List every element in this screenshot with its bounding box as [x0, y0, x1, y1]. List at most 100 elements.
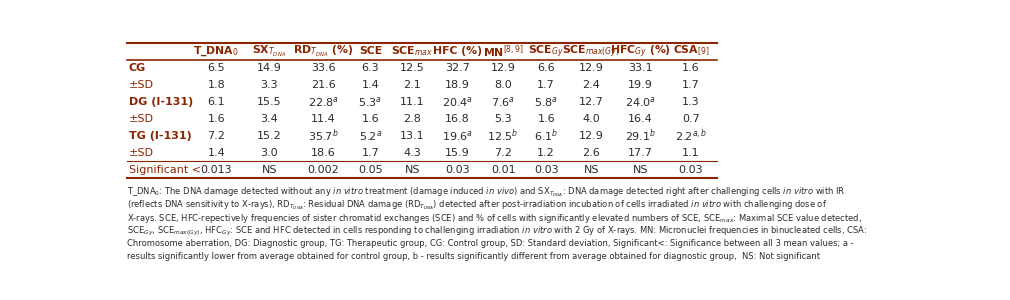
Text: 0.03: 0.03: [679, 165, 703, 175]
Text: SCE$_{max}$: SCE$_{max}$: [391, 44, 433, 58]
Text: 5.8$^a$: 5.8$^a$: [534, 95, 559, 109]
Text: 1.3: 1.3: [682, 97, 700, 107]
Text: 15.5: 15.5: [258, 97, 282, 107]
Text: SCE$_{max(Gy)}$: SCE$_{max(Gy)}$: [563, 43, 620, 60]
Text: 5.2$^a$: 5.2$^a$: [359, 129, 382, 143]
Text: 17.7: 17.7: [627, 148, 652, 158]
Text: NS: NS: [632, 165, 647, 175]
Text: X-rays. SCE, HFC-repectively frequencies of sister chromatid exchanges (SCE) and: X-rays. SCE, HFC-repectively frequencies…: [127, 212, 862, 225]
Text: 2.8: 2.8: [403, 114, 421, 124]
Text: RD$_{T_{DNA}}$ (%): RD$_{T_{DNA}}$ (%): [294, 44, 353, 59]
Text: 0.7: 0.7: [682, 114, 700, 124]
Text: 2.6: 2.6: [583, 148, 600, 158]
Text: 11.1: 11.1: [400, 97, 424, 107]
Text: 12.5: 12.5: [400, 63, 425, 73]
Text: 7.6$^a$: 7.6$^a$: [491, 95, 515, 109]
Text: CG: CG: [128, 63, 145, 73]
Text: TG (I-131): TG (I-131): [128, 131, 191, 141]
Text: 12.7: 12.7: [579, 97, 604, 107]
Text: 33.6: 33.6: [311, 63, 335, 73]
Text: 1.2: 1.2: [537, 148, 556, 158]
Text: NS: NS: [405, 165, 420, 175]
Text: ±SD: ±SD: [128, 148, 154, 158]
Text: MN$^{[8,9]}$: MN$^{[8,9]}$: [483, 43, 523, 60]
Text: 7.2: 7.2: [494, 148, 512, 158]
Text: (reflects DNA sensitivity to X-rays), RD$_{T_{DNA}}$: Residual DNA damage (RD$_{: (reflects DNA sensitivity to X-rays), RD…: [127, 198, 827, 212]
Text: 1.7: 1.7: [362, 148, 380, 158]
Text: 13.1: 13.1: [400, 131, 424, 141]
Text: 1.7: 1.7: [537, 80, 556, 90]
Text: 1.8: 1.8: [207, 80, 225, 90]
Text: 0.002: 0.002: [308, 165, 339, 175]
Text: SCE: SCE: [359, 46, 382, 56]
Text: 0.03: 0.03: [534, 165, 559, 175]
Text: DG (I-131): DG (I-131): [128, 97, 193, 107]
Text: ±SD: ±SD: [128, 80, 154, 90]
Text: 4.3: 4.3: [403, 148, 421, 158]
Text: 2.4: 2.4: [583, 80, 600, 90]
Text: 12.9: 12.9: [579, 131, 604, 141]
Text: ±SD: ±SD: [128, 114, 154, 124]
Text: 1.6: 1.6: [682, 63, 700, 73]
Text: 16.8: 16.8: [445, 114, 470, 124]
Text: 11.4: 11.4: [311, 114, 336, 124]
Text: 1.4: 1.4: [207, 148, 225, 158]
Text: 22.8$^a$: 22.8$^a$: [308, 95, 339, 109]
Text: 0.013: 0.013: [200, 165, 232, 175]
Text: 1.6: 1.6: [537, 114, 556, 124]
Text: 15.2: 15.2: [258, 131, 282, 141]
Text: 12.9: 12.9: [579, 63, 604, 73]
Text: 7.2: 7.2: [207, 131, 225, 141]
Text: 19.9: 19.9: [627, 80, 652, 90]
Text: 6.1: 6.1: [207, 97, 225, 107]
Text: 19.6$^a$: 19.6$^a$: [441, 129, 473, 143]
Text: HFC$_{Gy}$ (%): HFC$_{Gy}$ (%): [610, 43, 671, 60]
Text: 3.4: 3.4: [261, 114, 279, 124]
Text: 1.6: 1.6: [362, 114, 380, 124]
Text: 6.1$^b$: 6.1$^b$: [534, 128, 559, 144]
Text: 2.2$^{a,b}$: 2.2$^{a,b}$: [675, 128, 707, 144]
Text: 0.01: 0.01: [491, 165, 515, 175]
Text: HFC (%): HFC (%): [433, 46, 482, 56]
Text: 0.05: 0.05: [359, 165, 383, 175]
Text: 24.0$^a$: 24.0$^a$: [624, 95, 655, 109]
Text: 6.6: 6.6: [537, 63, 556, 73]
Text: 33.1: 33.1: [628, 63, 652, 73]
Text: T_DNA$_0$: The DNA damage detected without any $\it{in\ vitro}$ treatment (damag: T_DNA$_0$: The DNA damage detected witho…: [127, 185, 845, 199]
Text: NS: NS: [584, 165, 599, 175]
Text: 6.5: 6.5: [207, 63, 225, 73]
Text: 4.0: 4.0: [583, 114, 600, 124]
Text: 1.7: 1.7: [682, 80, 700, 90]
Text: CSA$_{[9]}$: CSA$_{[9]}$: [673, 44, 709, 58]
Text: 1.6: 1.6: [207, 114, 225, 124]
Text: 15.9: 15.9: [445, 148, 470, 158]
Text: 5.3$^a$: 5.3$^a$: [359, 95, 383, 109]
Text: 0.03: 0.03: [445, 165, 470, 175]
Text: 20.4$^a$: 20.4$^a$: [441, 95, 473, 109]
Text: 3.0: 3.0: [261, 148, 279, 158]
Text: 12.5$^b$: 12.5$^b$: [488, 128, 519, 144]
Text: 8.0: 8.0: [494, 80, 512, 90]
Text: 16.4: 16.4: [628, 114, 652, 124]
Text: 18.6: 18.6: [311, 148, 336, 158]
Text: SCE$_{Gy}$, SCE$_{max(Gy)}$, HFC$_{Gy}$: SCE and HFC detected in cells respondin: SCE$_{Gy}$, SCE$_{max(Gy)}$, HFC$_{Gy}$:…: [127, 225, 868, 238]
Text: 1.1: 1.1: [682, 148, 700, 158]
Text: 5.3: 5.3: [494, 114, 512, 124]
Text: SX$_{T_{DNA}}$: SX$_{T_{DNA}}$: [252, 44, 287, 59]
Text: 12.9: 12.9: [491, 63, 515, 73]
Text: 1.4: 1.4: [362, 80, 380, 90]
Text: NS: NS: [262, 165, 277, 175]
Text: 2.1: 2.1: [403, 80, 421, 90]
Text: 3.3: 3.3: [261, 80, 279, 90]
Text: T_DNA$_0$: T_DNA$_0$: [193, 45, 239, 58]
Text: 18.9: 18.9: [445, 80, 470, 90]
Text: 32.7: 32.7: [445, 63, 470, 73]
Text: Significant <: Significant <: [128, 165, 201, 175]
Text: 21.6: 21.6: [311, 80, 336, 90]
Text: 14.9: 14.9: [258, 63, 282, 73]
Text: Chromosome aberration, DG: Diagnostic group, TG: Therapeutic group, CG: Control : Chromosome aberration, DG: Diagnostic gr…: [127, 238, 853, 247]
Text: 6.3: 6.3: [362, 63, 380, 73]
Text: SCE$_{Gy}$: SCE$_{Gy}$: [528, 43, 565, 60]
Text: 29.1$^b$: 29.1$^b$: [624, 128, 655, 144]
Text: 35.7$^b$: 35.7$^b$: [308, 128, 338, 144]
